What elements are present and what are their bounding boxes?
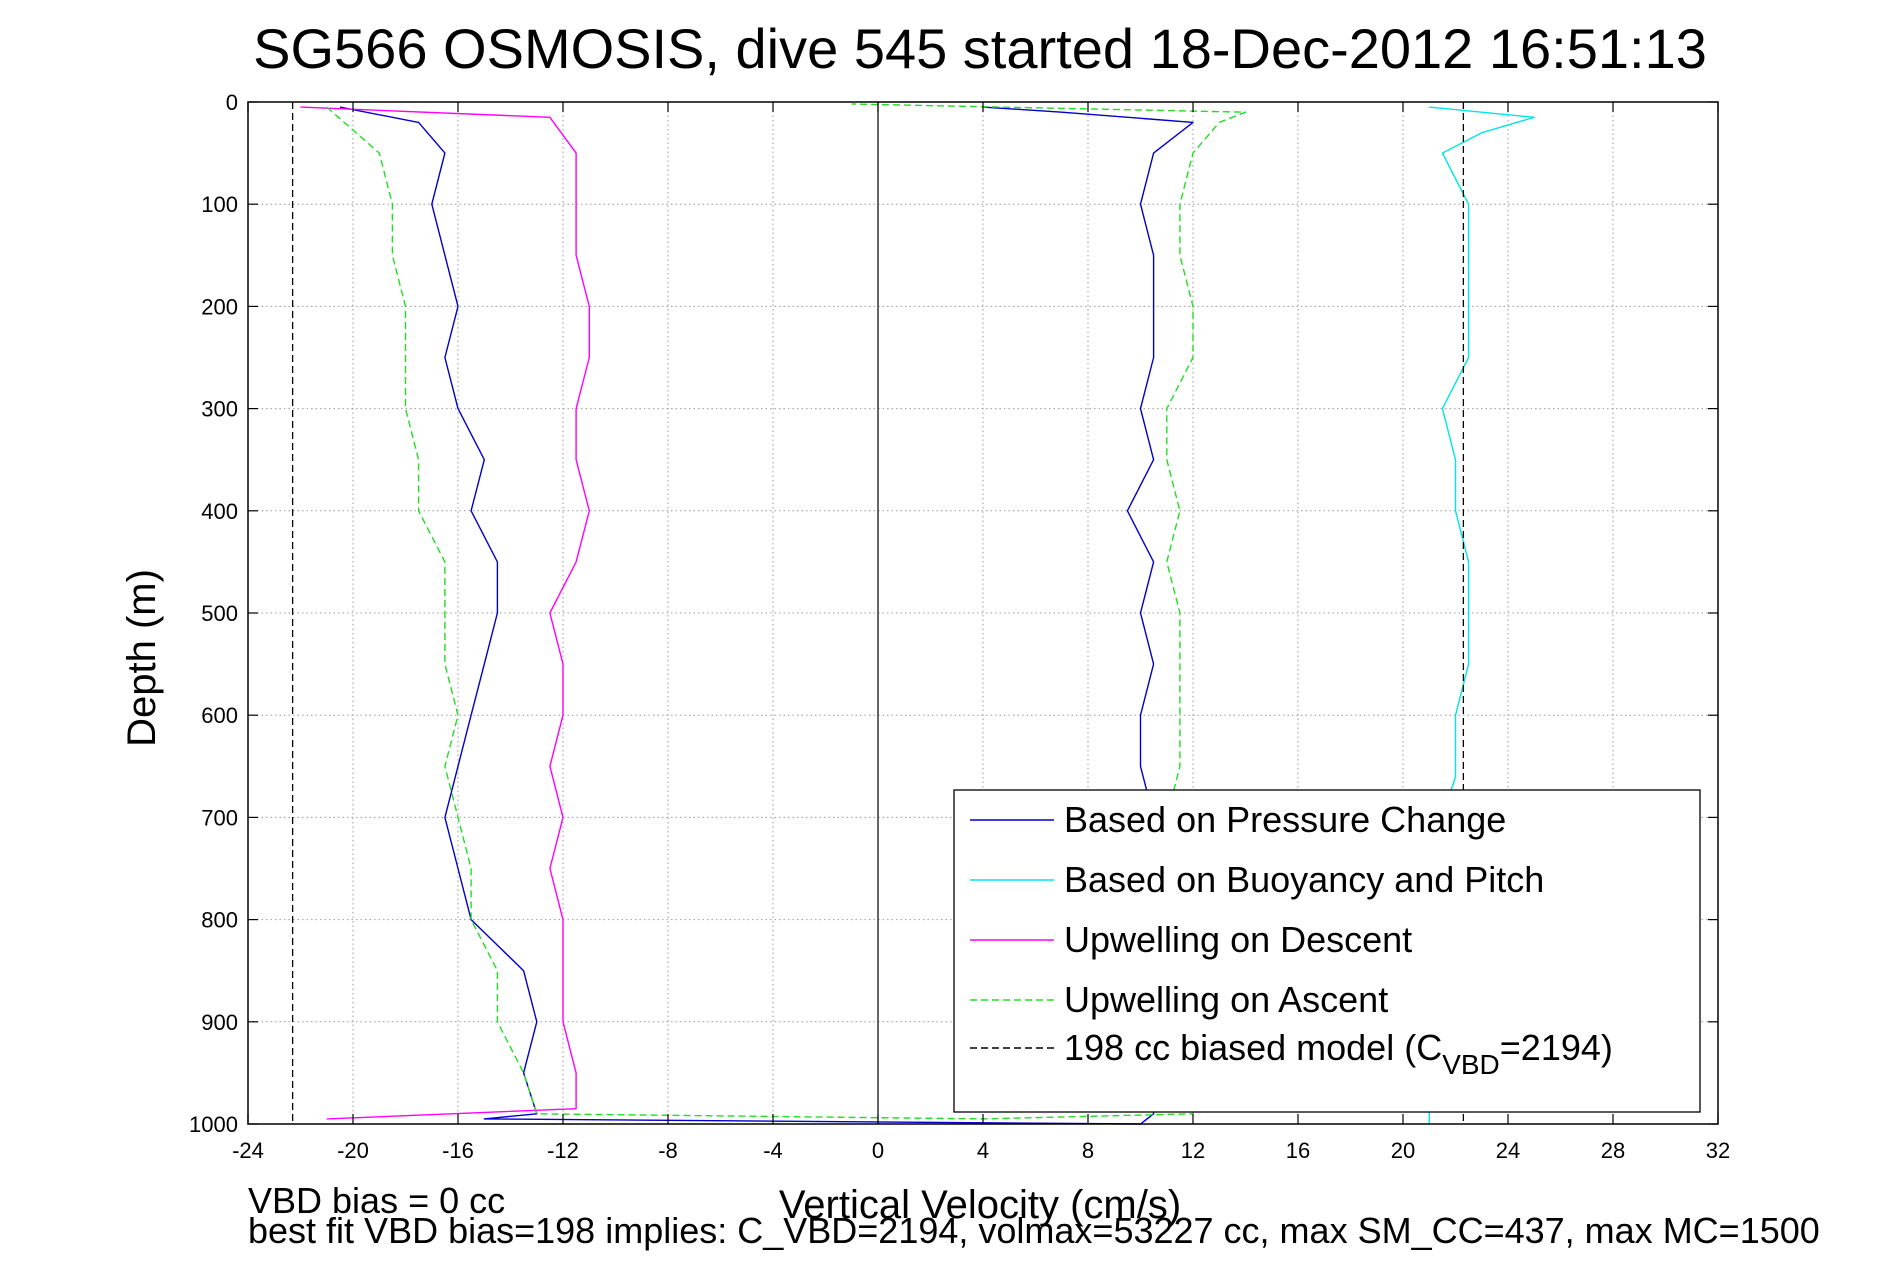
y-tick-label: 1000	[189, 1112, 238, 1137]
x-tick-label: 4	[977, 1138, 989, 1163]
best-fit-note: best fit VBD bias=198 implies: C_VBD=219…	[248, 1210, 1820, 1251]
x-tick-label: -4	[763, 1138, 783, 1163]
legend-box	[953, 789, 1701, 1113]
y-tick-label: 900	[201, 1010, 238, 1035]
series-line-based-on-pressure-change	[339, 106, 1194, 1125]
x-tick-label: -20	[337, 1138, 369, 1163]
x-tick-label: -12	[547, 1138, 579, 1163]
x-tick-label: 12	[1181, 1138, 1205, 1163]
x-tick-label: -24	[232, 1138, 264, 1163]
series-line-upwelling-on-descent	[300, 106, 590, 1120]
x-tick-label: 16	[1286, 1138, 1310, 1163]
x-tick-label: -16	[442, 1138, 474, 1163]
x-axis-label: Vertical Velocity (cm/s)	[779, 1183, 1181, 1227]
x-tick-label: 24	[1496, 1138, 1520, 1163]
y-tick-label: 100	[201, 192, 238, 217]
legend-label: 198 cc biased model (CVBD=2194)	[1064, 1027, 1613, 1080]
chart-title: SG566 OSMOSIS, dive 545 started 18-Dec-2…	[253, 17, 1707, 80]
y-tick-label: 0	[226, 90, 238, 115]
vbd-bias-note: VBD bias = 0 cc	[248, 1180, 505, 1221]
y-tick-label: 700	[201, 805, 238, 830]
y-axis-label: Depth (m)	[120, 569, 164, 747]
x-tick-label: 20	[1391, 1138, 1415, 1163]
y-tick-label: 200	[201, 294, 238, 319]
legend-label-main: 198 cc biased model (C	[1064, 1027, 1442, 1068]
x-tick-label: 8	[1082, 1138, 1094, 1163]
legend-label-subscript: VBD	[1442, 1049, 1500, 1080]
legend: Based on Pressure Change Based on Buoyanc…	[953, 789, 1701, 1113]
y-tick-label: 800	[201, 908, 238, 933]
legend-label-tail: =2194)	[1500, 1027, 1613, 1068]
legend-label: Upwelling on Ascent	[1064, 979, 1388, 1020]
series-line-upwelling-on-ascent	[326, 103, 1247, 1120]
y-tick-label: 400	[201, 499, 238, 524]
y-tick-label: 300	[201, 397, 238, 422]
legend-label: Upwelling on Descent	[1064, 919, 1412, 960]
y-tick-label: 500	[201, 601, 238, 626]
x-tick-label: 32	[1706, 1138, 1730, 1163]
legend-label: Based on Buoyancy and Pitch	[1064, 859, 1544, 900]
legend-label: Based on Pressure Change	[1064, 799, 1506, 840]
y-tick-label: 600	[201, 703, 238, 728]
ticks: -24 -20 -16 -12 -8 -4 0 4 8 12 16 20 24 28 32 0 100 200 30…	[189, 90, 1730, 1163]
x-tick-label: 0	[872, 1138, 884, 1163]
x-tick-label: 28	[1601, 1138, 1625, 1163]
x-tick-label: -8	[658, 1138, 678, 1163]
